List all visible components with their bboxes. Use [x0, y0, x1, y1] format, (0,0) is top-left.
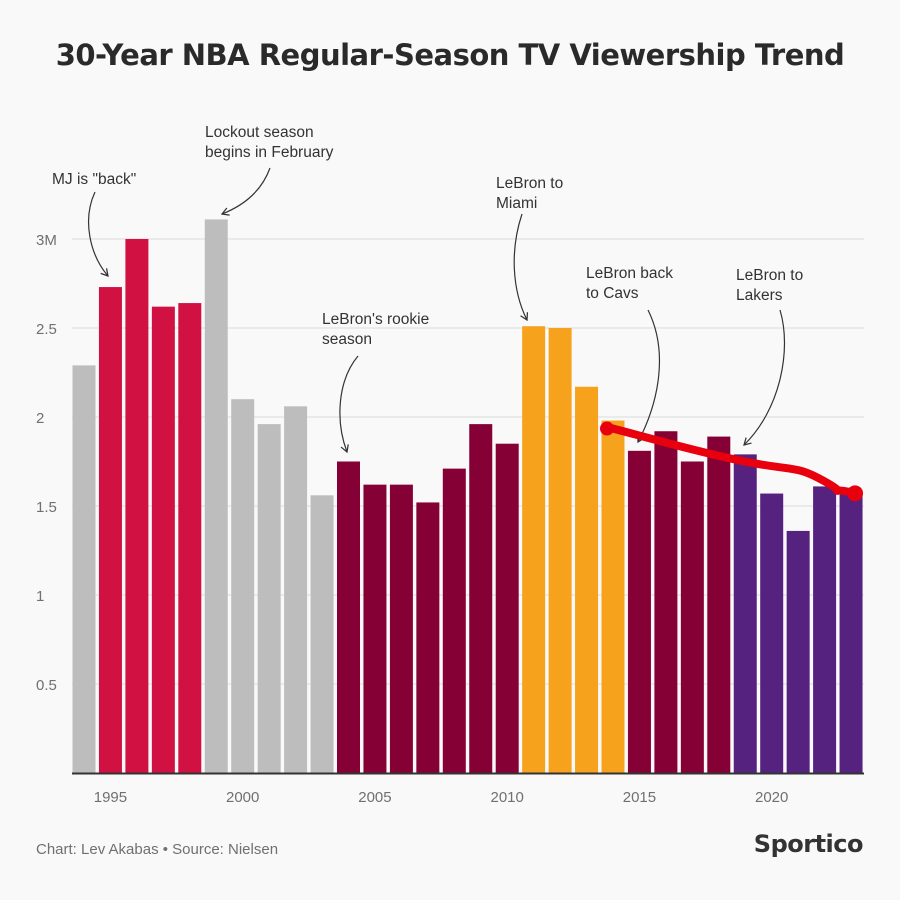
y-tick-label: 1: [36, 588, 44, 605]
bar-2005: [363, 484, 387, 773]
bar-2009: [469, 424, 493, 773]
annotation-label: MJ is "back": [52, 171, 136, 188]
bar-1995: [98, 287, 122, 773]
bar-2013: [575, 386, 599, 773]
bar-2017: [680, 461, 704, 773]
x-tick-label: 2015: [623, 789, 656, 806]
annotation-arrow: [88, 191, 109, 277]
annotation-line: LeBron to: [736, 267, 803, 284]
trend-overlay-start: [600, 421, 614, 436]
bar-2008: [442, 468, 466, 773]
annotation-label: Lockout season begins in February: [205, 124, 334, 161]
bar-1996: [125, 239, 149, 773]
bar-1997: [151, 306, 175, 773]
chart-title: 30-Year NBA Regular-Season TV Viewership…: [55, 38, 845, 72]
bar-2012: [548, 328, 572, 773]
bar-2022: [813, 486, 837, 773]
bar-2019: [733, 454, 757, 773]
y-tick-label: 2.5: [36, 321, 57, 338]
annotation-label: LeBron to Lakers: [736, 267, 803, 304]
bar-2020: [760, 493, 784, 773]
annotation-line: Lockout season: [205, 124, 314, 141]
bar-2021: [786, 530, 810, 773]
bar-2023: [839, 493, 863, 773]
x-tick-label: 2010: [491, 789, 524, 806]
annotation-label: LeBron's rookie season: [322, 311, 429, 348]
y-tick-label: 3M: [36, 232, 57, 249]
annotation-line: Miami: [496, 195, 537, 212]
bar-2011: [522, 326, 546, 773]
sportico-logo: Sportico: [753, 830, 864, 858]
bar-1998: [178, 303, 202, 773]
trend-overlay-line: [601, 422, 862, 498]
x-tick-label: 1995: [94, 789, 127, 806]
annotation-line: season: [322, 331, 372, 348]
trend-overlay-end: [847, 485, 864, 502]
bar-1994: [72, 365, 96, 773]
source-credit: Chart: Lev Akabas • Source: Nielsen: [36, 841, 279, 858]
bar-2004: [337, 461, 360, 773]
x-tick-label: 2005: [358, 789, 391, 806]
bar-2001: [257, 424, 281, 773]
bar-1999: [204, 219, 228, 774]
bar-2007: [416, 502, 440, 773]
bar-2000: [231, 399, 255, 773]
bar-2010: [495, 443, 519, 773]
x-tick-label: 2000: [226, 789, 259, 806]
bar-2006: [389, 484, 413, 773]
bar-2014: [601, 420, 625, 773]
annotation-line: LeBron back: [586, 265, 673, 282]
annotation-line: Lakers: [736, 287, 783, 304]
bar-2016: [654, 431, 678, 773]
annotation-line: to Cavs: [586, 285, 639, 302]
annotation-line: MJ is "back": [52, 171, 136, 188]
annotation-arrow: [743, 309, 786, 446]
annotation-label: LeBron to Miami: [496, 175, 563, 212]
annotation-arrow: [637, 309, 661, 444]
annotation-arrow: [220, 167, 271, 216]
y-tick-label: 2: [36, 410, 44, 427]
bar-2002: [284, 406, 308, 773]
annotation-arrow: [339, 355, 359, 454]
x-tick-label: 2020: [755, 789, 788, 806]
y-tick-label: 0.5: [36, 677, 57, 694]
annotation-line: LeBron's rookie: [322, 311, 429, 328]
annotation-line: LeBron to: [496, 175, 563, 192]
y-tick-label: 1.5: [36, 499, 57, 516]
annotation-label: LeBron back to Cavs: [586, 265, 673, 302]
bar-2015: [627, 450, 651, 773]
annotation-arrow: [513, 213, 529, 322]
bar-2018: [707, 436, 731, 773]
annotation-line: begins in February: [205, 144, 334, 161]
bar-2003: [310, 495, 334, 773]
